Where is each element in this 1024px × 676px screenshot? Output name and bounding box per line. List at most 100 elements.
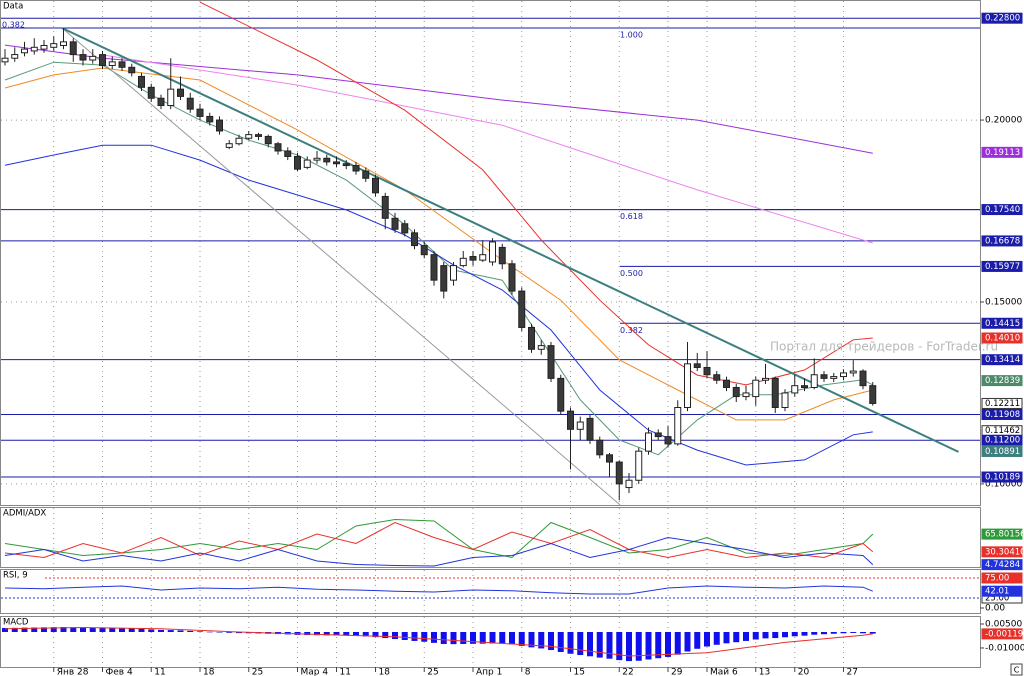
candle-body [391, 217, 399, 230]
candle-body [177, 88, 184, 97]
histogram-bar [528, 631, 535, 648]
panel-title-box [1, 508, 45, 518]
indicator-line [199, 1, 873, 386]
x-tick-label: Мар 4 [301, 668, 329, 676]
histogram-bar [665, 631, 671, 657]
candle-body [771, 377, 779, 408]
indicator-line [102, 54, 873, 244]
histogram-bar [489, 631, 496, 644]
candle-body [693, 363, 701, 368]
candle-body [528, 326, 535, 350]
candle-body [118, 61, 126, 68]
corner-icon[interactable] [1010, 663, 1023, 676]
price-label: 0.17540 [985, 205, 1020, 215]
candle-body [537, 345, 545, 350]
candle-body [596, 439, 604, 456]
price-label-box [981, 408, 1023, 420]
panel-title: MACD [3, 618, 29, 628]
candle-body [225, 143, 233, 148]
histogram-bar [333, 631, 340, 636]
price-label: 0.11200 [985, 436, 1020, 446]
histogram-bar [850, 631, 857, 633]
panel-title-box [1, 570, 45, 580]
candle-body [157, 97, 165, 107]
candle-body [732, 386, 740, 398]
candle-body [450, 265, 457, 281]
indicator-line [61, 27, 621, 506]
histogram-bar [811, 631, 818, 635]
candle-body [333, 161, 340, 165]
histogram-bar [431, 631, 437, 643]
y-tick-label: -0.01000 [985, 643, 1024, 653]
candle-body [703, 366, 711, 376]
candle-body [284, 150, 292, 157]
price-label: 0.14415 [985, 319, 1020, 329]
histogram-bar [743, 631, 749, 641]
price-label-box [981, 375, 1023, 387]
histogram-bar [187, 630, 194, 632]
price-label: 0.19113 [985, 148, 1020, 158]
candle-body [401, 223, 409, 234]
panel-title-box [1, 1, 45, 11]
candle-body [654, 432, 662, 438]
candle-body [752, 379, 760, 398]
x-tick-label: 11 [154, 668, 165, 676]
histogram-bar [314, 631, 320, 636]
histogram-bar [236, 631, 242, 634]
histogram-bar [518, 631, 525, 646]
x-tick-label: Фев 4 [106, 668, 133, 676]
candle-body [801, 385, 808, 388]
histogram-bar [470, 631, 476, 644]
panel-title-box [1, 617, 45, 627]
last-value-label: 30.30410 [985, 547, 1024, 557]
x-tick-label: 18 [379, 668, 391, 676]
watermark: Портал для трейдеров - ForTrader.ru [770, 340, 998, 354]
histogram-bar [762, 631, 769, 639]
histogram-bar [392, 631, 398, 640]
histogram-bar [440, 631, 447, 644]
x-tick-label: 25 [252, 668, 263, 676]
indicator-line [4, 536, 874, 567]
histogram-bar [50, 627, 57, 632]
candle-body [196, 108, 204, 117]
histogram-bar [21, 627, 28, 632]
candle-body [147, 86, 155, 99]
histogram-bar [733, 631, 740, 643]
x-tick-label: 13 [759, 668, 770, 676]
y-tick-label: 0.00 [985, 604, 1005, 614]
histogram-bar [41, 627, 47, 632]
price-label-box [981, 397, 1023, 409]
x-tick-label: Май 6 [710, 668, 738, 676]
candle-body [567, 410, 574, 430]
histogram-bar [567, 631, 574, 654]
candle-body [684, 363, 691, 408]
histogram-bar [70, 627, 77, 632]
histogram-bar [830, 631, 837, 634]
candle-body [411, 232, 418, 247]
candle-body [89, 55, 97, 61]
price-label-box [981, 204, 1023, 216]
candle-body [352, 165, 360, 172]
fib-label: 0.500 [620, 269, 643, 278]
histogram-bar [411, 631, 418, 641]
candle-body [625, 479, 633, 489]
price-label-box [981, 317, 1023, 329]
candle-body [645, 432, 652, 452]
price-label: 0.13414 [985, 355, 1020, 365]
last-value-label: 4.74284 [985, 560, 1020, 570]
histogram-bar [538, 631, 545, 649]
histogram-bar [694, 631, 701, 649]
candle-body [547, 345, 555, 379]
candle-body [420, 245, 428, 256]
candle-body [294, 155, 301, 170]
histogram-bar [343, 631, 350, 636]
fib-label: 1.000 [620, 31, 643, 40]
price-label-box [981, 260, 1023, 272]
histogram-bar [791, 631, 798, 637]
candle-body [723, 379, 730, 388]
histogram-bar [2, 627, 8, 632]
candle-body [742, 392, 750, 398]
price-label: 0.15977 [985, 262, 1020, 272]
candle-body [274, 143, 282, 152]
